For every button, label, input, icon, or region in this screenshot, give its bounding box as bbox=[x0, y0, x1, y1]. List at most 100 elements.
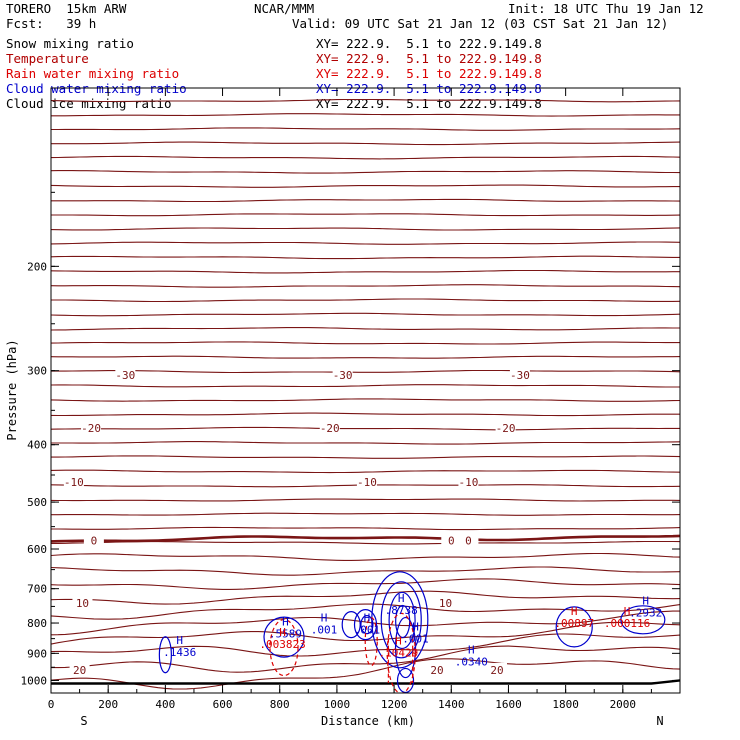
temperature-contour bbox=[51, 578, 680, 590]
temperature-contour bbox=[51, 312, 680, 317]
max-value-label: .000116 bbox=[604, 617, 650, 630]
y-tick-label: 300 bbox=[27, 365, 47, 378]
max-marker: H bbox=[642, 595, 649, 608]
temperature-contour bbox=[51, 327, 680, 331]
contour-label: 10 bbox=[76, 597, 89, 610]
cloud-water-contour bbox=[395, 604, 411, 639]
temperature-contour bbox=[51, 441, 680, 445]
y-tick-label: 400 bbox=[27, 439, 47, 452]
temperature-contour bbox=[51, 155, 680, 160]
contour-label-bg bbox=[426, 662, 447, 676]
temperature-contour bbox=[51, 566, 680, 576]
contour-label-bg bbox=[319, 421, 340, 435]
cloud-water-contour bbox=[555, 606, 593, 648]
contour-label-bg bbox=[69, 662, 90, 676]
rain-water-contour bbox=[364, 617, 378, 667]
max-value-label: .5589 bbox=[269, 628, 302, 641]
x-tick-label: 1600 bbox=[495, 698, 522, 711]
temperature-contour bbox=[51, 184, 680, 188]
x-tick-label: 400 bbox=[155, 698, 175, 711]
legend-temp-name: Temperature bbox=[6, 51, 89, 66]
max-value-label: .8738 bbox=[385, 604, 418, 617]
temperature-contour bbox=[51, 412, 680, 417]
temperature-contour bbox=[51, 341, 680, 345]
contour-label: -20 bbox=[496, 422, 516, 435]
max-marker: H bbox=[395, 635, 402, 648]
contour-label-bg bbox=[81, 421, 102, 435]
contour-label-bg bbox=[435, 595, 456, 609]
max-marker: H bbox=[624, 605, 631, 618]
contour-label-bg bbox=[487, 662, 508, 676]
temperature-contour bbox=[51, 498, 680, 502]
temperature-contour bbox=[51, 213, 680, 217]
x-tick-label: 0 bbox=[48, 698, 55, 711]
x-axis-label: Distance (km) bbox=[321, 714, 415, 728]
x-tick-label: 1400 bbox=[438, 698, 465, 711]
y-axis-label: Pressure (hPa) bbox=[5, 339, 19, 440]
cloud-water-contour bbox=[396, 667, 415, 693]
contour-label-bg bbox=[441, 533, 462, 547]
max-value-label: .0340 bbox=[455, 656, 488, 669]
contour-label-bg bbox=[458, 533, 479, 547]
temperature-contour bbox=[51, 113, 680, 117]
temperature-contour bbox=[51, 526, 680, 531]
max-value-label: .1436 bbox=[163, 646, 196, 659]
y-tick-label: 900 bbox=[27, 647, 47, 660]
temperature-contour bbox=[51, 170, 680, 174]
cloud-water-contour bbox=[353, 609, 378, 641]
temperature-contour bbox=[51, 610, 680, 636]
contour-label: -10 bbox=[64, 476, 84, 489]
temperature-contour bbox=[51, 98, 680, 103]
temperature-contour bbox=[51, 512, 680, 516]
max-marker: H bbox=[279, 626, 286, 639]
cloud-water-contour bbox=[620, 605, 666, 635]
temperature-contour bbox=[51, 255, 680, 260]
header-init: Init: 18 UTC Thu 19 Jan 12 bbox=[508, 1, 704, 16]
cloud-water-contour bbox=[380, 581, 422, 659]
rain-water-contour bbox=[269, 618, 299, 677]
x-end-label-south: S bbox=[80, 714, 87, 728]
contour-label: -30 bbox=[510, 369, 530, 382]
rain-water-contour bbox=[386, 612, 416, 693]
temperature-contour bbox=[51, 455, 680, 459]
contour-label-bg bbox=[495, 421, 516, 435]
x-tick-label: 1800 bbox=[552, 698, 579, 711]
contour-label: -20 bbox=[320, 422, 340, 435]
legend-rain-name: Rain water mixing ratio bbox=[6, 66, 180, 81]
max-marker: H bbox=[468, 644, 475, 657]
surface-line bbox=[51, 679, 680, 685]
temperature-contour bbox=[51, 658, 680, 690]
header-org: NCAR/MMM bbox=[254, 1, 315, 16]
temperature-contour bbox=[51, 398, 680, 402]
header-valid: Valid: 09 UTC Sat 21 Jan 12 (03 CST Sat … bbox=[292, 16, 669, 31]
temperature-contour bbox=[51, 284, 680, 288]
y-tick-label: 500 bbox=[27, 496, 47, 509]
temperature-contour bbox=[51, 590, 680, 605]
temperature-contour bbox=[51, 369, 680, 374]
max-value-label: .001 bbox=[354, 623, 381, 636]
max-value-label: .001 bbox=[311, 623, 338, 636]
temperature-contour bbox=[51, 552, 680, 561]
contour-label-bg bbox=[83, 533, 104, 547]
max-value-label: .001 bbox=[402, 633, 429, 646]
temperature-contour bbox=[51, 603, 680, 620]
temperature-contour bbox=[51, 141, 680, 146]
cloud-water-contour bbox=[263, 616, 305, 658]
contour-label-bg bbox=[115, 367, 136, 381]
cloud-water-contour bbox=[394, 616, 417, 679]
temperature-contour bbox=[51, 355, 680, 359]
max-marker: H bbox=[412, 621, 419, 634]
contour-label: 20 bbox=[73, 664, 86, 677]
temperature-contour bbox=[51, 241, 680, 245]
cloud-water-contour bbox=[158, 636, 172, 674]
contour-label: 20 bbox=[490, 664, 503, 677]
x-tick-label: 600 bbox=[213, 698, 233, 711]
legend-snow-name: Snow mixing ratio bbox=[6, 36, 134, 51]
temperature-contour bbox=[51, 127, 680, 131]
legend-rain-xy: XY= 222.9. 5.1 to 222.9.149.8 bbox=[316, 66, 542, 81]
contour-label-bg bbox=[509, 367, 530, 381]
temperature-contour bbox=[51, 298, 680, 303]
max-marker: H bbox=[571, 605, 578, 618]
